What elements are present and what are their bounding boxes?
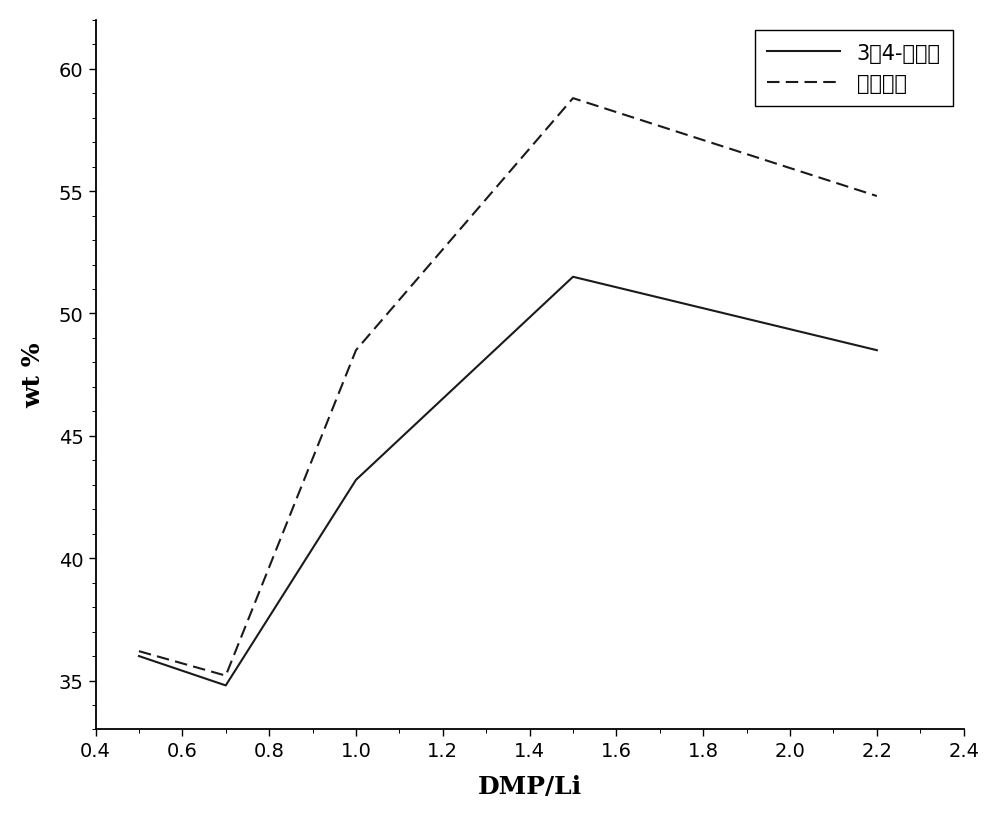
3，4-乙烯基 [350, 475, 362, 485]
Y-axis label: wt %: wt % [21, 342, 45, 408]
3，4-乙烯基 [220, 681, 232, 690]
3，4-乙烯基 [133, 651, 145, 661]
3，4-乙烯基 [567, 273, 579, 283]
X-axis label: DMP/Li: DMP/Li [478, 774, 582, 799]
总乙烯基 [871, 192, 883, 201]
Legend: 3，4-乙烯基, 总乙烯基: 3，4-乙烯基, 总乙烯基 [755, 31, 953, 106]
Line: 3，4-乙烯基: 3，4-乙烯基 [139, 278, 877, 686]
总乙烯基 [567, 94, 579, 104]
总乙烯基 [133, 646, 145, 656]
3，4-乙烯基 [871, 346, 883, 355]
总乙烯基 [220, 671, 232, 681]
总乙烯基 [350, 346, 362, 355]
Line: 总乙烯基: 总乙烯基 [139, 99, 877, 676]
